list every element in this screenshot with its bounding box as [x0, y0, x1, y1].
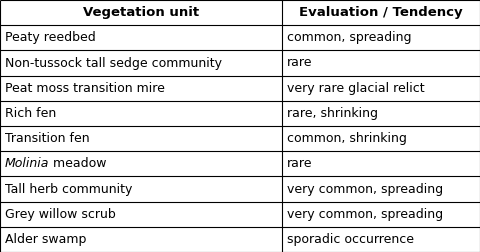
Text: rare: rare: [287, 157, 312, 170]
Text: very common, spreading: very common, spreading: [287, 208, 443, 221]
Text: common, spreading: common, spreading: [287, 31, 411, 44]
Text: Transition fen: Transition fen: [5, 132, 89, 145]
Text: very common, spreading: very common, spreading: [287, 182, 443, 196]
Text: sporadic occurrence: sporadic occurrence: [287, 233, 414, 246]
Text: Alder swamp: Alder swamp: [5, 233, 86, 246]
Text: common, shrinking: common, shrinking: [287, 132, 407, 145]
Text: Non-tussock tall sedge community: Non-tussock tall sedge community: [5, 56, 222, 70]
Text: Grey willow scrub: Grey willow scrub: [5, 208, 116, 221]
Text: rare: rare: [287, 56, 312, 70]
Text: Rich fen: Rich fen: [5, 107, 56, 120]
Text: Vegetation unit: Vegetation unit: [83, 6, 199, 19]
Text: Peaty reedbed: Peaty reedbed: [5, 31, 96, 44]
Text: meadow: meadow: [49, 157, 107, 170]
Text: very rare glacial relict: very rare glacial relict: [287, 82, 425, 95]
Text: rare, shrinking: rare, shrinking: [287, 107, 378, 120]
Text: Evaluation / Tendency: Evaluation / Tendency: [300, 6, 463, 19]
Text: Peat moss transition mire: Peat moss transition mire: [5, 82, 165, 95]
Text: Molinia: Molinia: [5, 157, 49, 170]
Text: Tall herb community: Tall herb community: [5, 182, 132, 196]
